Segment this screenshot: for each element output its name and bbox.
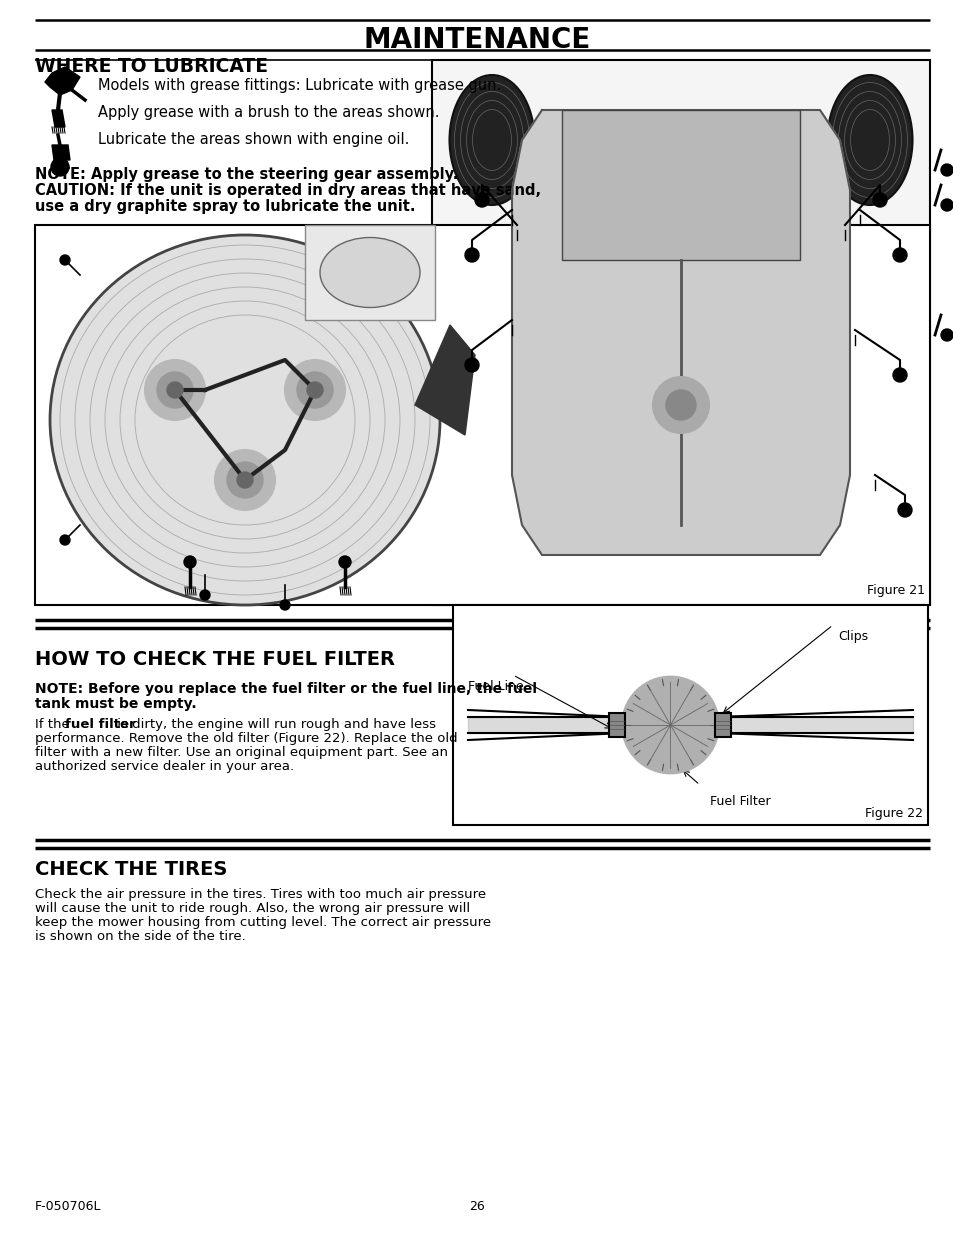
Circle shape: [622, 677, 718, 773]
Circle shape: [60, 254, 70, 266]
Text: MAINTENANCE: MAINTENANCE: [363, 26, 590, 54]
Circle shape: [940, 164, 952, 177]
Circle shape: [227, 462, 263, 498]
Text: WHERE TO LUBRICATE: WHERE TO LUBRICATE: [35, 57, 268, 77]
Text: 26: 26: [469, 1200, 484, 1213]
Circle shape: [940, 329, 952, 341]
Text: NOTE: Apply grease to the steering gear assembly.: NOTE: Apply grease to the steering gear …: [35, 167, 457, 182]
Circle shape: [897, 503, 911, 517]
Circle shape: [214, 450, 274, 510]
Bar: [432, 61, 929, 605]
Text: use a dry graphite spray to lubricate the unit.: use a dry graphite spray to lubricate th…: [35, 199, 416, 214]
Circle shape: [475, 193, 489, 207]
Polygon shape: [512, 110, 849, 555]
Circle shape: [296, 372, 333, 408]
Polygon shape: [52, 144, 70, 161]
Circle shape: [652, 377, 708, 433]
Bar: [715, 713, 731, 737]
Circle shape: [236, 472, 253, 488]
Text: CAUTION: If the unit is operated in dry areas that have sand,: CAUTION: If the unit is operated in dry …: [35, 183, 540, 198]
Bar: [35, 225, 929, 605]
Ellipse shape: [841, 459, 917, 571]
Circle shape: [464, 248, 478, 262]
Text: Fuel Line: Fuel Line: [468, 680, 523, 693]
Circle shape: [665, 390, 696, 420]
Ellipse shape: [444, 459, 519, 571]
Text: is dirty, the engine will run rough and have less: is dirty, the engine will run rough and …: [112, 718, 436, 731]
Ellipse shape: [50, 235, 439, 605]
Text: Figure 21: Figure 21: [866, 584, 924, 597]
Text: Lubricate the areas shown with engine oil.: Lubricate the areas shown with engine oi…: [98, 132, 409, 147]
Circle shape: [167, 382, 183, 398]
Circle shape: [184, 556, 195, 568]
Circle shape: [200, 590, 210, 600]
Text: Fuel Filter: Fuel Filter: [709, 795, 770, 808]
Circle shape: [892, 248, 906, 262]
Text: CHECK THE TIRES: CHECK THE TIRES: [35, 860, 227, 879]
Ellipse shape: [449, 75, 534, 205]
Text: Models with grease fittings: Lubricate with grease gun.: Models with grease fittings: Lubricate w…: [98, 78, 500, 93]
Circle shape: [51, 158, 69, 177]
Text: F-050706L: F-050706L: [35, 1200, 101, 1213]
Bar: [561, 110, 800, 261]
Circle shape: [307, 382, 323, 398]
Polygon shape: [415, 325, 475, 435]
Text: authorized service dealer in your area.: authorized service dealer in your area.: [35, 760, 294, 773]
Circle shape: [145, 359, 205, 420]
Circle shape: [464, 358, 478, 372]
Polygon shape: [52, 110, 65, 127]
Circle shape: [157, 372, 193, 408]
Ellipse shape: [319, 237, 419, 308]
Text: is shown on the side of the tire.: is shown on the side of the tire.: [35, 930, 246, 944]
Text: HOW TO CHECK THE FUEL FILTER: HOW TO CHECK THE FUEL FILTER: [35, 650, 395, 669]
Text: fuel filter: fuel filter: [65, 718, 135, 731]
Text: Clips: Clips: [837, 630, 867, 643]
Circle shape: [338, 556, 351, 568]
Circle shape: [285, 359, 345, 420]
Text: Apply grease with a brush to the areas shown.: Apply grease with a brush to the areas s…: [98, 105, 439, 120]
Text: If the: If the: [35, 718, 74, 731]
Polygon shape: [45, 67, 80, 95]
Ellipse shape: [826, 75, 911, 205]
Circle shape: [60, 535, 70, 545]
Text: NOTE: Before you replace the fuel filter or the fuel line, the fuel: NOTE: Before you replace the fuel filter…: [35, 682, 537, 697]
Circle shape: [872, 193, 886, 207]
Bar: [305, 225, 435, 320]
Circle shape: [940, 199, 952, 211]
Text: Check the air pressure in the tires. Tires with too much air pressure: Check the air pressure in the tires. Tir…: [35, 888, 486, 902]
Text: keep the mower housing from cutting level. The correct air pressure: keep the mower housing from cutting leve…: [35, 916, 491, 929]
Bar: [609, 713, 625, 737]
Text: performance. Remove the old filter (Figure 22). Replace the old: performance. Remove the old filter (Figu…: [35, 732, 457, 745]
Text: will cause the unit to ride rough. Also, the wrong air pressure will: will cause the unit to ride rough. Also,…: [35, 902, 470, 915]
Text: filter with a new filter. Use an original equipment part. See an: filter with a new filter. Use an origina…: [35, 746, 448, 760]
Text: Figure 22: Figure 22: [864, 806, 923, 820]
Bar: [453, 605, 927, 825]
Circle shape: [892, 368, 906, 382]
Circle shape: [280, 600, 290, 610]
Text: tank must be empty.: tank must be empty.: [35, 697, 196, 711]
